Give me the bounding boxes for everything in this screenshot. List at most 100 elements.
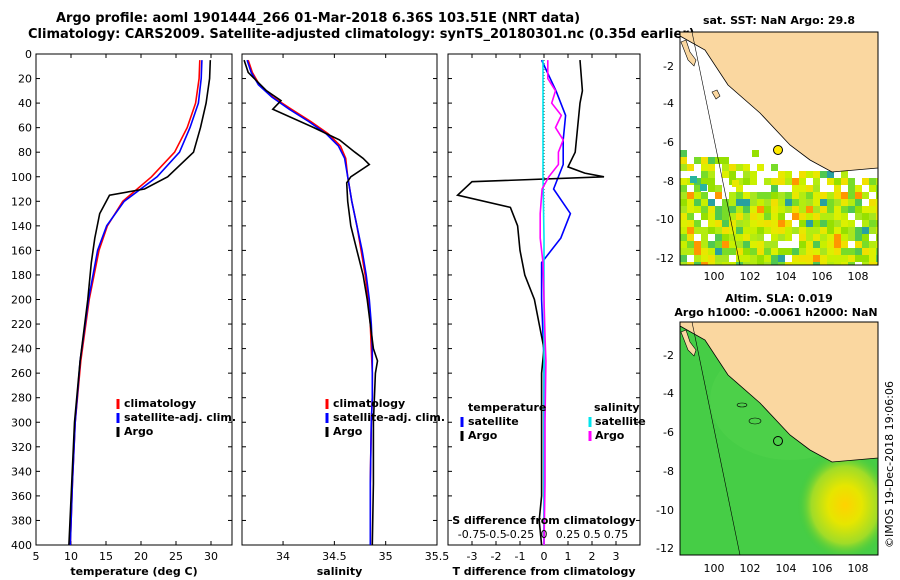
- xtick-label: 10: [64, 550, 78, 563]
- sst-cell: [855, 199, 862, 206]
- sst-cell: [792, 262, 799, 265]
- sst-cell: [736, 234, 743, 241]
- sst-cell: [806, 206, 813, 213]
- sst-cell: [827, 206, 834, 213]
- sst-cell: [764, 227, 771, 234]
- sst-cell: [778, 192, 785, 199]
- sst-cell: [757, 213, 764, 220]
- sst-cell: [701, 171, 708, 178]
- sst-cell: [722, 199, 729, 206]
- sst-cell: [687, 192, 694, 199]
- sst-cell: [855, 234, 862, 241]
- sst-cell: [708, 227, 715, 234]
- sst-cell: [757, 262, 764, 265]
- sst-cell: [834, 248, 841, 255]
- sst-cell: [743, 220, 750, 227]
- sst-cell: [715, 227, 722, 234]
- sst-cell: [680, 185, 687, 192]
- sst-cell: [736, 199, 743, 206]
- sst-cell: [806, 248, 813, 255]
- sst-cell: [708, 178, 715, 185]
- sst-cell: [848, 199, 855, 206]
- sst-cell: [729, 199, 736, 206]
- sst-cell: [848, 234, 855, 241]
- sst-cell: [736, 241, 743, 248]
- sst-ytick: -2: [663, 60, 674, 73]
- sst-cell: [876, 227, 878, 234]
- sst-cell: [848, 178, 855, 185]
- sla-argo-location-marker: [773, 436, 783, 446]
- sst-map: sat. SST: NaN Argo: 29.8 100 102 104 106…: [656, 14, 879, 283]
- x2tick-label: 0.25: [556, 528, 581, 541]
- sst-cell: [680, 262, 687, 265]
- sst-cell: [694, 262, 701, 265]
- sst-cell: [743, 227, 750, 234]
- sst-cell: [722, 213, 729, 220]
- ytick-label: 20: [18, 73, 32, 86]
- sst-cell: [771, 241, 778, 248]
- sst-cell: [778, 171, 785, 178]
- sst-cell: [771, 178, 778, 185]
- xtick-label: -2: [491, 550, 502, 563]
- sst-cell: [862, 192, 869, 199]
- sst-cell: [680, 234, 687, 241]
- sst-cell: [750, 227, 757, 234]
- imos-credit: ©IMOS 19-Dec-2018 19:06:06: [883, 381, 896, 548]
- sst-cell: [855, 227, 862, 234]
- sst-cell: [806, 185, 813, 192]
- sst-cell: [729, 192, 736, 199]
- sst-cell: [700, 184, 707, 191]
- sst-cell: [834, 234, 841, 241]
- sst-cell: [820, 192, 827, 199]
- sst-cell: [792, 178, 799, 185]
- sst-cell: [694, 227, 701, 234]
- sst-cell: [799, 199, 806, 206]
- sst-cell: [750, 213, 757, 220]
- sst-cell: [743, 206, 750, 213]
- sst-cell: [827, 241, 834, 248]
- sst-cell: [708, 206, 715, 213]
- sst-cell: [778, 262, 785, 265]
- sla-xtick: 100: [704, 562, 725, 575]
- sst-cell: [813, 248, 820, 255]
- sst-cell: [771, 192, 778, 199]
- sst-cell: [694, 157, 701, 164]
- sst-cell: [806, 262, 813, 265]
- sst-cell: [736, 192, 743, 199]
- sst-cell: [701, 262, 708, 265]
- sst-cell: [750, 262, 757, 265]
- sst-cell: [785, 206, 792, 213]
- sst-map-title: sat. SST: NaN Argo: 29.8: [703, 14, 855, 27]
- x2tick-label: -0.5: [485, 528, 506, 541]
- sst-cell: [834, 255, 841, 262]
- sst-cell: [743, 241, 750, 248]
- sst-cell: [722, 241, 729, 248]
- sst-cell: [771, 234, 778, 241]
- sst-cell: [806, 255, 813, 262]
- sst-cell: [680, 241, 687, 248]
- sla-ytick: -8: [663, 465, 674, 478]
- sst-cell: [722, 227, 729, 234]
- sst-cell: [722, 248, 729, 255]
- sst-cell: [869, 199, 876, 206]
- sst-cell: [743, 255, 750, 262]
- sst-cell: [806, 192, 813, 199]
- sst-cell: [820, 171, 827, 178]
- sst-cell: [732, 180, 739, 187]
- sst-cell: [820, 255, 827, 262]
- sst-cell: [708, 171, 715, 178]
- sla-map: Altim. SLA: 0.019 Argo h1000: -0.0061 h2…: [656, 292, 879, 575]
- ytick-label: 240: [11, 343, 32, 356]
- sst-cell: [834, 213, 841, 220]
- legend-title-salinity: salinity: [594, 401, 640, 414]
- difference-x2label: S difference from climatology: [452, 514, 636, 527]
- sst-cell: [694, 178, 701, 185]
- sst-cell: [806, 171, 813, 178]
- title-line-2: Climatology: CARS2009. Satellite-adjuste…: [28, 27, 695, 42]
- legend-title-temperature: temperature: [468, 401, 546, 414]
- sst-cell: [848, 227, 855, 234]
- sst-cell: [764, 220, 771, 227]
- sst-cell: [827, 234, 834, 241]
- sst-cell: [778, 206, 785, 213]
- sst-cell: [778, 220, 785, 227]
